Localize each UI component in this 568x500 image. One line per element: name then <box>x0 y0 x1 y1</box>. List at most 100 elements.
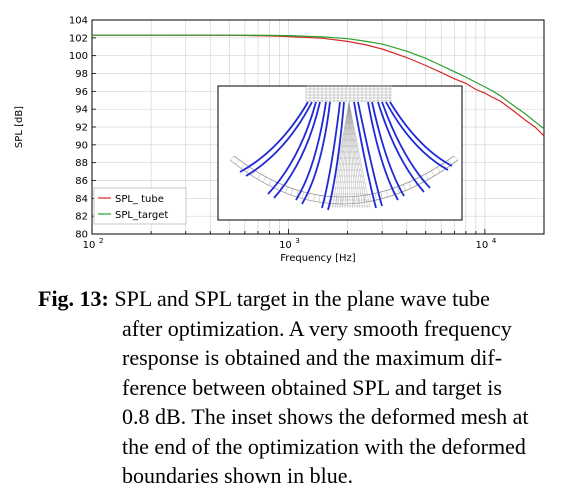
x-axis-label: Frequency [Hz] <box>280 253 356 264</box>
boundary-curve <box>377 101 425 193</box>
x-tick-label: 10 <box>476 240 489 251</box>
mesh-line <box>402 184 406 191</box>
boundary-curve <box>245 101 313 177</box>
figure-caption: Fig. 13: SPL and SPL target in the plane… <box>38 284 558 491</box>
y-axis-ticks: 80 82 84 86 88 90 92 94 96 98 100 102 104 <box>69 16 96 241</box>
mesh-line <box>344 101 350 209</box>
x-tick-label: 10 <box>83 240 96 251</box>
mesh-line <box>348 101 368 209</box>
mesh-line <box>285 186 288 194</box>
mesh-line <box>348 101 363 209</box>
legend-label-spl-tube: SPL_ tube <box>115 194 164 205</box>
boundary-curve <box>301 101 331 205</box>
caption-line-2: after optimization. A very smooth freque… <box>122 315 512 341</box>
inset-mesh <box>217 85 463 221</box>
caption-line-1: SPL and SPL target in the plane wave tub… <box>114 286 490 311</box>
mesh-line <box>436 167 441 173</box>
caption-line-4: ference between obtained SPL and target … <box>122 374 502 400</box>
mesh-line <box>319 195 321 203</box>
mesh-line <box>246 167 251 173</box>
mesh-line <box>313 194 315 202</box>
mesh-line <box>348 101 356 209</box>
y-tick-label: 94 <box>75 105 88 116</box>
boundary-curve <box>381 101 431 189</box>
mesh-line <box>229 155 235 161</box>
mesh-line <box>251 170 256 176</box>
legend: SPL_ tube SPL_target <box>93 187 187 225</box>
boundary-curve <box>389 101 453 167</box>
mesh-line <box>348 101 371 209</box>
y-tick-label: 88 <box>75 158 88 169</box>
mesh-arc <box>233 155 455 198</box>
mesh-line <box>334 101 350 209</box>
mesh-line <box>263 176 267 183</box>
mesh-line <box>369 194 371 202</box>
boundary-curve <box>239 101 309 173</box>
boundary-curve <box>327 101 345 211</box>
y-tick-label: 86 <box>75 176 88 187</box>
mesh-line <box>257 173 261 180</box>
series-line-spl-target <box>92 34 545 130</box>
mesh-line <box>448 159 453 165</box>
caption-line-3: response is obtained and the maximum dif… <box>122 345 503 370</box>
mesh-line <box>348 101 366 209</box>
y-tick-label: 102 <box>69 33 88 44</box>
boundary-curve <box>385 101 449 171</box>
mesh-line <box>348 101 351 209</box>
boundary-curve <box>371 101 405 197</box>
mesh-line <box>397 186 400 194</box>
caption-line-7: boundaries shown in blue. <box>122 463 353 488</box>
x-tick-exponent: 3 <box>295 237 299 245</box>
mesh-line <box>348 101 358 209</box>
boundary-curve <box>295 101 327 201</box>
y-tick-label: 104 <box>69 16 88 27</box>
mesh-line <box>431 170 435 176</box>
caption-line-5: 0.8 dB. The inset shows the deformed mes… <box>122 404 529 429</box>
mesh-line <box>302 191 304 199</box>
series-line-spl-tube <box>92 34 545 137</box>
mesh-line <box>268 179 272 186</box>
y-tick-label: 84 <box>75 194 88 205</box>
y-tick-label: 82 <box>75 212 88 223</box>
mesh-line <box>453 155 459 161</box>
y-tick-label: 92 <box>75 123 88 134</box>
inset-deformed-boundaries <box>239 101 453 211</box>
mesh-line <box>347 101 350 209</box>
boundary-curve <box>321 101 341 209</box>
series-lines <box>92 34 545 137</box>
mesh-line <box>342 101 350 209</box>
mesh-line <box>348 101 361 209</box>
y-tick-label: 98 <box>75 69 88 80</box>
caption-line-6: the end of the optimization with the def… <box>122 433 526 459</box>
boundary-curve <box>357 101 383 207</box>
mesh-line <box>348 101 353 209</box>
mesh-line <box>332 101 350 209</box>
caption-label: Fig. 13: <box>38 286 109 311</box>
mesh-line <box>380 191 383 199</box>
x-tick-exponent: 4 <box>492 237 497 245</box>
legend-box <box>93 187 187 225</box>
mesh-line <box>363 195 366 203</box>
mesh-line <box>240 163 245 169</box>
boundary-curve <box>367 101 399 201</box>
mesh-line <box>235 159 240 165</box>
boundary-curve <box>353 101 377 209</box>
mesh-line <box>339 101 350 209</box>
mesh-line <box>307 193 310 201</box>
boundary-curve <box>273 101 321 199</box>
boundary-curve <box>267 101 317 195</box>
legend-label-spl-target: SPL_target <box>115 210 168 221</box>
y-tick-label: 80 <box>75 230 88 241</box>
x-tick-label: 10 <box>279 240 292 251</box>
mesh-line <box>408 182 412 189</box>
mesh-line <box>358 196 360 204</box>
y-tick-label: 96 <box>75 87 88 98</box>
y-tick-label: 90 <box>75 140 88 151</box>
y-axis-label: SPL [dB] <box>14 106 25 148</box>
mesh-line <box>375 193 377 201</box>
y-tick-label: 100 <box>69 51 88 62</box>
x-axis-ticks: 10 2 10 3 10 4 <box>83 229 545 251</box>
mesh-line <box>337 101 350 209</box>
mesh-line <box>296 190 299 198</box>
